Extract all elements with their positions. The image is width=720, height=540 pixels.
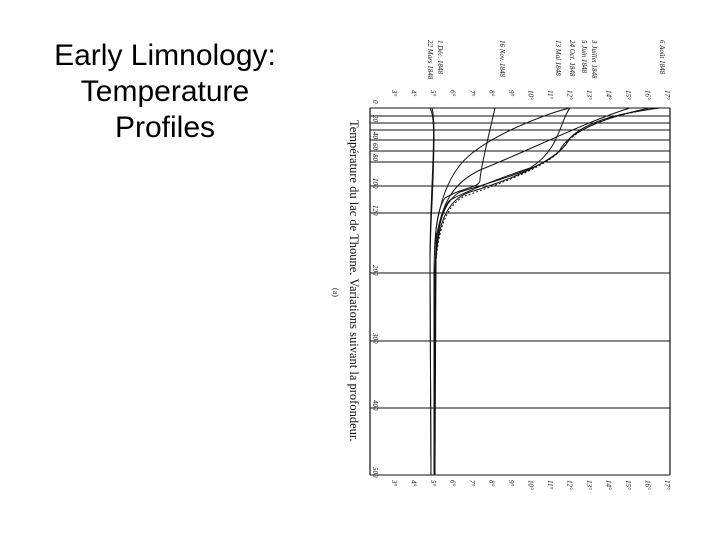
temperature-label-top: 11° [546, 90, 554, 99]
profile-date-label: 1 Déc. 1848 [436, 40, 444, 75]
temperature-label-bottom: 3° [390, 479, 398, 487]
temperature-label-bottom: 6° [449, 480, 457, 487]
temperature-label-bottom: 12° [566, 480, 574, 490]
profile-date-label: 22 Mars 1848 [426, 40, 434, 80]
temperature-label-top: 15° [624, 90, 632, 100]
temperature-label-bottom: 10° [527, 480, 535, 490]
temperature-label-top: 3° [390, 89, 398, 97]
profile-curve-june [433, 107, 631, 476]
depth-label: 20 [371, 115, 379, 123]
depth-label: 400 [371, 400, 379, 411]
temperature-label-top: 14° [605, 90, 613, 100]
temperature-label-top: 6° [449, 90, 457, 97]
temperature-profile-figure: Température du lac de Thoune. Variations… [330, 20, 700, 520]
profile-date-label: 24 Oct. 1848 [568, 40, 576, 77]
temperature-label-top: 10° [527, 90, 535, 100]
profile-curve-may [433, 107, 571, 476]
depth-label: 300 [371, 332, 379, 344]
profile-curve-november [433, 107, 496, 475]
profile-curve-october [433, 107, 571, 476]
temperature-label-bottom: 7° [468, 480, 476, 487]
slide-title: Early Limnology: Temperature Profiles [20, 38, 310, 146]
temperature-label-bottom: 16° [644, 480, 652, 490]
depth-label: 200 [371, 265, 379, 276]
profile-curve-winter-2 [429, 107, 435, 476]
temperature-label-top: 8° [488, 90, 496, 97]
profile-date-label: 13 Mai 1848 [554, 40, 562, 76]
depth-label: 80 [371, 154, 379, 162]
temperature-label-bottom: 5° [429, 480, 437, 487]
temperature-label-top: 13° [585, 90, 593, 100]
temperature-label-bottom: 9° [507, 480, 515, 487]
figure-caption: Température du lac de Thoune. Variations… [347, 120, 361, 441]
depth-label: 0 [371, 100, 379, 104]
temperature-label-top: 9° [507, 90, 515, 97]
temperature-label-bottom: 13° [585, 480, 593, 490]
depth-label: 60 [371, 143, 379, 151]
panel-label: (a) [331, 288, 340, 297]
profile-curve-august [434, 107, 661, 476]
temperature-label-top: 12° [566, 90, 574, 100]
title-line-1: Early Limnology: [54, 39, 276, 72]
title-line-2: Temperature [80, 75, 250, 108]
depth-label: 500 [371, 467, 379, 478]
profile-date-label: 16 Nov. 1848 [498, 40, 506, 78]
temperature-label-top: 16° [644, 90, 652, 100]
temperature-label-bottom: 11° [546, 480, 554, 489]
profile-date-label: 6 Août 1848 [658, 40, 666, 75]
depth-label: 100 [371, 178, 379, 189]
temperature-label-top: 4° [410, 90, 418, 97]
temperature-label-top: 17° [663, 90, 671, 100]
temperature-profile-plot: Température du lac de Thoune. Variations… [331, 39, 671, 490]
temperature-label-bottom: 4° [410, 480, 418, 487]
temperature-label-bottom: 8° [488, 480, 496, 487]
depth-label: 120 [371, 205, 379, 216]
temperature-label-bottom: 14° [605, 480, 613, 490]
temperature-label-bottom: 17° [663, 480, 671, 490]
temperature-label-top: 7° [468, 90, 476, 97]
temperature-label-top: 5° [429, 90, 437, 97]
depth-label: 40 [371, 132, 379, 140]
title-line-3: Profiles [114, 111, 216, 144]
profile-date-label: 3 Juillet 1848 [590, 39, 598, 79]
profile-date-label: 5 Juin 1848 [580, 40, 588, 74]
profile-curve-august-2 [433, 107, 657, 476]
temperature-label-bottom: 15° [624, 480, 632, 490]
